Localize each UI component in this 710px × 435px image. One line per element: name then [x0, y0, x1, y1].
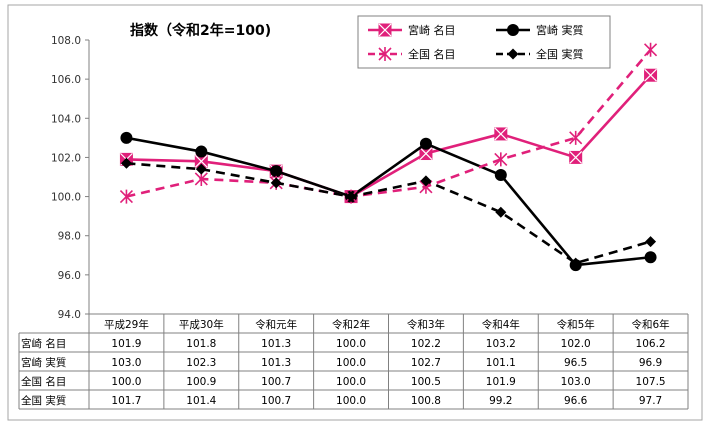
category-label: 令和6年 [631, 318, 669, 331]
table-row-label: 宮崎 実質 [21, 356, 66, 369]
data-point [419, 147, 433, 161]
series-line [126, 74, 652, 198]
table-cell: 102.2 [411, 338, 441, 350]
data-point [345, 191, 357, 203]
data-point-cross [194, 154, 208, 168]
legend-label: 全国 実質 [536, 47, 584, 61]
data-point [419, 137, 432, 150]
y-tick-label: 106.0 [51, 74, 81, 86]
category-label: 令和2年 [332, 318, 370, 331]
table-cell: 100.9 [186, 376, 216, 388]
legend-label: 宮崎 名目 [408, 23, 456, 37]
data-point [420, 175, 432, 187]
table-cell: 100.7 [261, 395, 291, 407]
table-cell: 100.0 [336, 357, 366, 369]
data-point [644, 251, 657, 264]
table-cell: 101.8 [186, 338, 216, 350]
y-tick-label: 98.0 [58, 231, 81, 243]
y-tick-label: 108.0 [51, 35, 81, 47]
legend-box [357, 15, 611, 69]
table-row-label: 全国 名目 [21, 375, 66, 388]
y-tick-label: 100.0 [51, 192, 81, 204]
table-cell: 96.9 [639, 357, 662, 369]
table-cell: 102.7 [411, 357, 441, 369]
data-point [569, 150, 583, 164]
data-point [378, 47, 392, 61]
series-全国 実質 [120, 157, 657, 269]
table-cell: 101.3 [261, 357, 291, 369]
data-point [569, 130, 583, 145]
table-cell: 100.8 [411, 395, 441, 407]
data-point [644, 68, 658, 82]
y-tick-label: 102.0 [51, 152, 81, 164]
y-tick-label: 94.0 [58, 309, 81, 321]
data-point-cross [419, 147, 433, 160]
outer-border [7, 4, 703, 421]
data-point [195, 163, 207, 175]
data-point [495, 206, 507, 218]
table-cell: 101.4 [186, 395, 216, 407]
table-cell: 96.6 [564, 395, 588, 407]
table-cell: 100.7 [261, 376, 291, 388]
data-point [494, 152, 508, 167]
table-cell: 102.0 [561, 338, 591, 350]
category-label: 令和元年 [255, 318, 297, 331]
y-tick-label: 104.0 [51, 113, 81, 125]
data-point [570, 257, 582, 269]
table-cell: 101.9 [111, 338, 141, 350]
data-point [507, 48, 519, 60]
table-cell: 100.0 [336, 395, 366, 407]
table-cell: 101.9 [486, 376, 516, 388]
table-cell: 101.3 [261, 338, 291, 350]
series-line [126, 136, 651, 267]
table-cell: 103.0 [111, 357, 141, 369]
category-label: 令和3年 [407, 318, 445, 331]
category-label: 令和5年 [557, 318, 595, 331]
data-point [120, 157, 132, 169]
table-row-label: 宮崎 名目 [21, 337, 66, 350]
table-cell: 101.1 [486, 357, 516, 369]
data-point [643, 42, 658, 57]
data-point [270, 177, 282, 189]
data-point [507, 24, 519, 36]
table-cell: 100.0 [336, 376, 366, 388]
chart-title: 指数（令和2年=100) [130, 22, 271, 39]
data-point [270, 165, 283, 178]
category-label: 平成29年 [104, 318, 149, 331]
table-cell: 101.7 [111, 395, 141, 407]
table-cell: 106.2 [636, 338, 666, 350]
table-cell: 100.0 [111, 376, 141, 388]
data-point-cross [569, 151, 583, 164]
category-label: 令和4年 [482, 318, 520, 331]
data-point [494, 127, 508, 141]
y-tick-label: 96.0 [58, 270, 81, 282]
table-cell: 99.2 [489, 395, 512, 407]
data-point-cross [494, 127, 508, 141]
data-point [195, 145, 208, 158]
data-point [378, 23, 392, 37]
table-cell: 103.0 [561, 376, 591, 388]
data-point-cross [378, 23, 392, 37]
data-point [645, 236, 657, 248]
category-label: 平成30年 [179, 318, 224, 331]
data-point [120, 131, 133, 144]
table-cell: 102.3 [186, 357, 216, 369]
data-point-cross [644, 68, 657, 82]
table-cell: 100.5 [411, 376, 441, 388]
legend-label: 宮崎 実質 [536, 23, 584, 37]
series-layer [119, 42, 658, 272]
table-cell: 107.5 [636, 376, 666, 388]
table-cell: 96.5 [564, 357, 587, 369]
table-row-label: 全国 実質 [21, 394, 66, 407]
table-cell: 97.7 [639, 395, 662, 407]
data-point [119, 189, 134, 204]
table-cell: 100.0 [336, 338, 366, 350]
data-point [494, 169, 507, 182]
table-cell: 103.2 [486, 338, 516, 350]
legend-label: 全国 名目 [408, 47, 456, 61]
